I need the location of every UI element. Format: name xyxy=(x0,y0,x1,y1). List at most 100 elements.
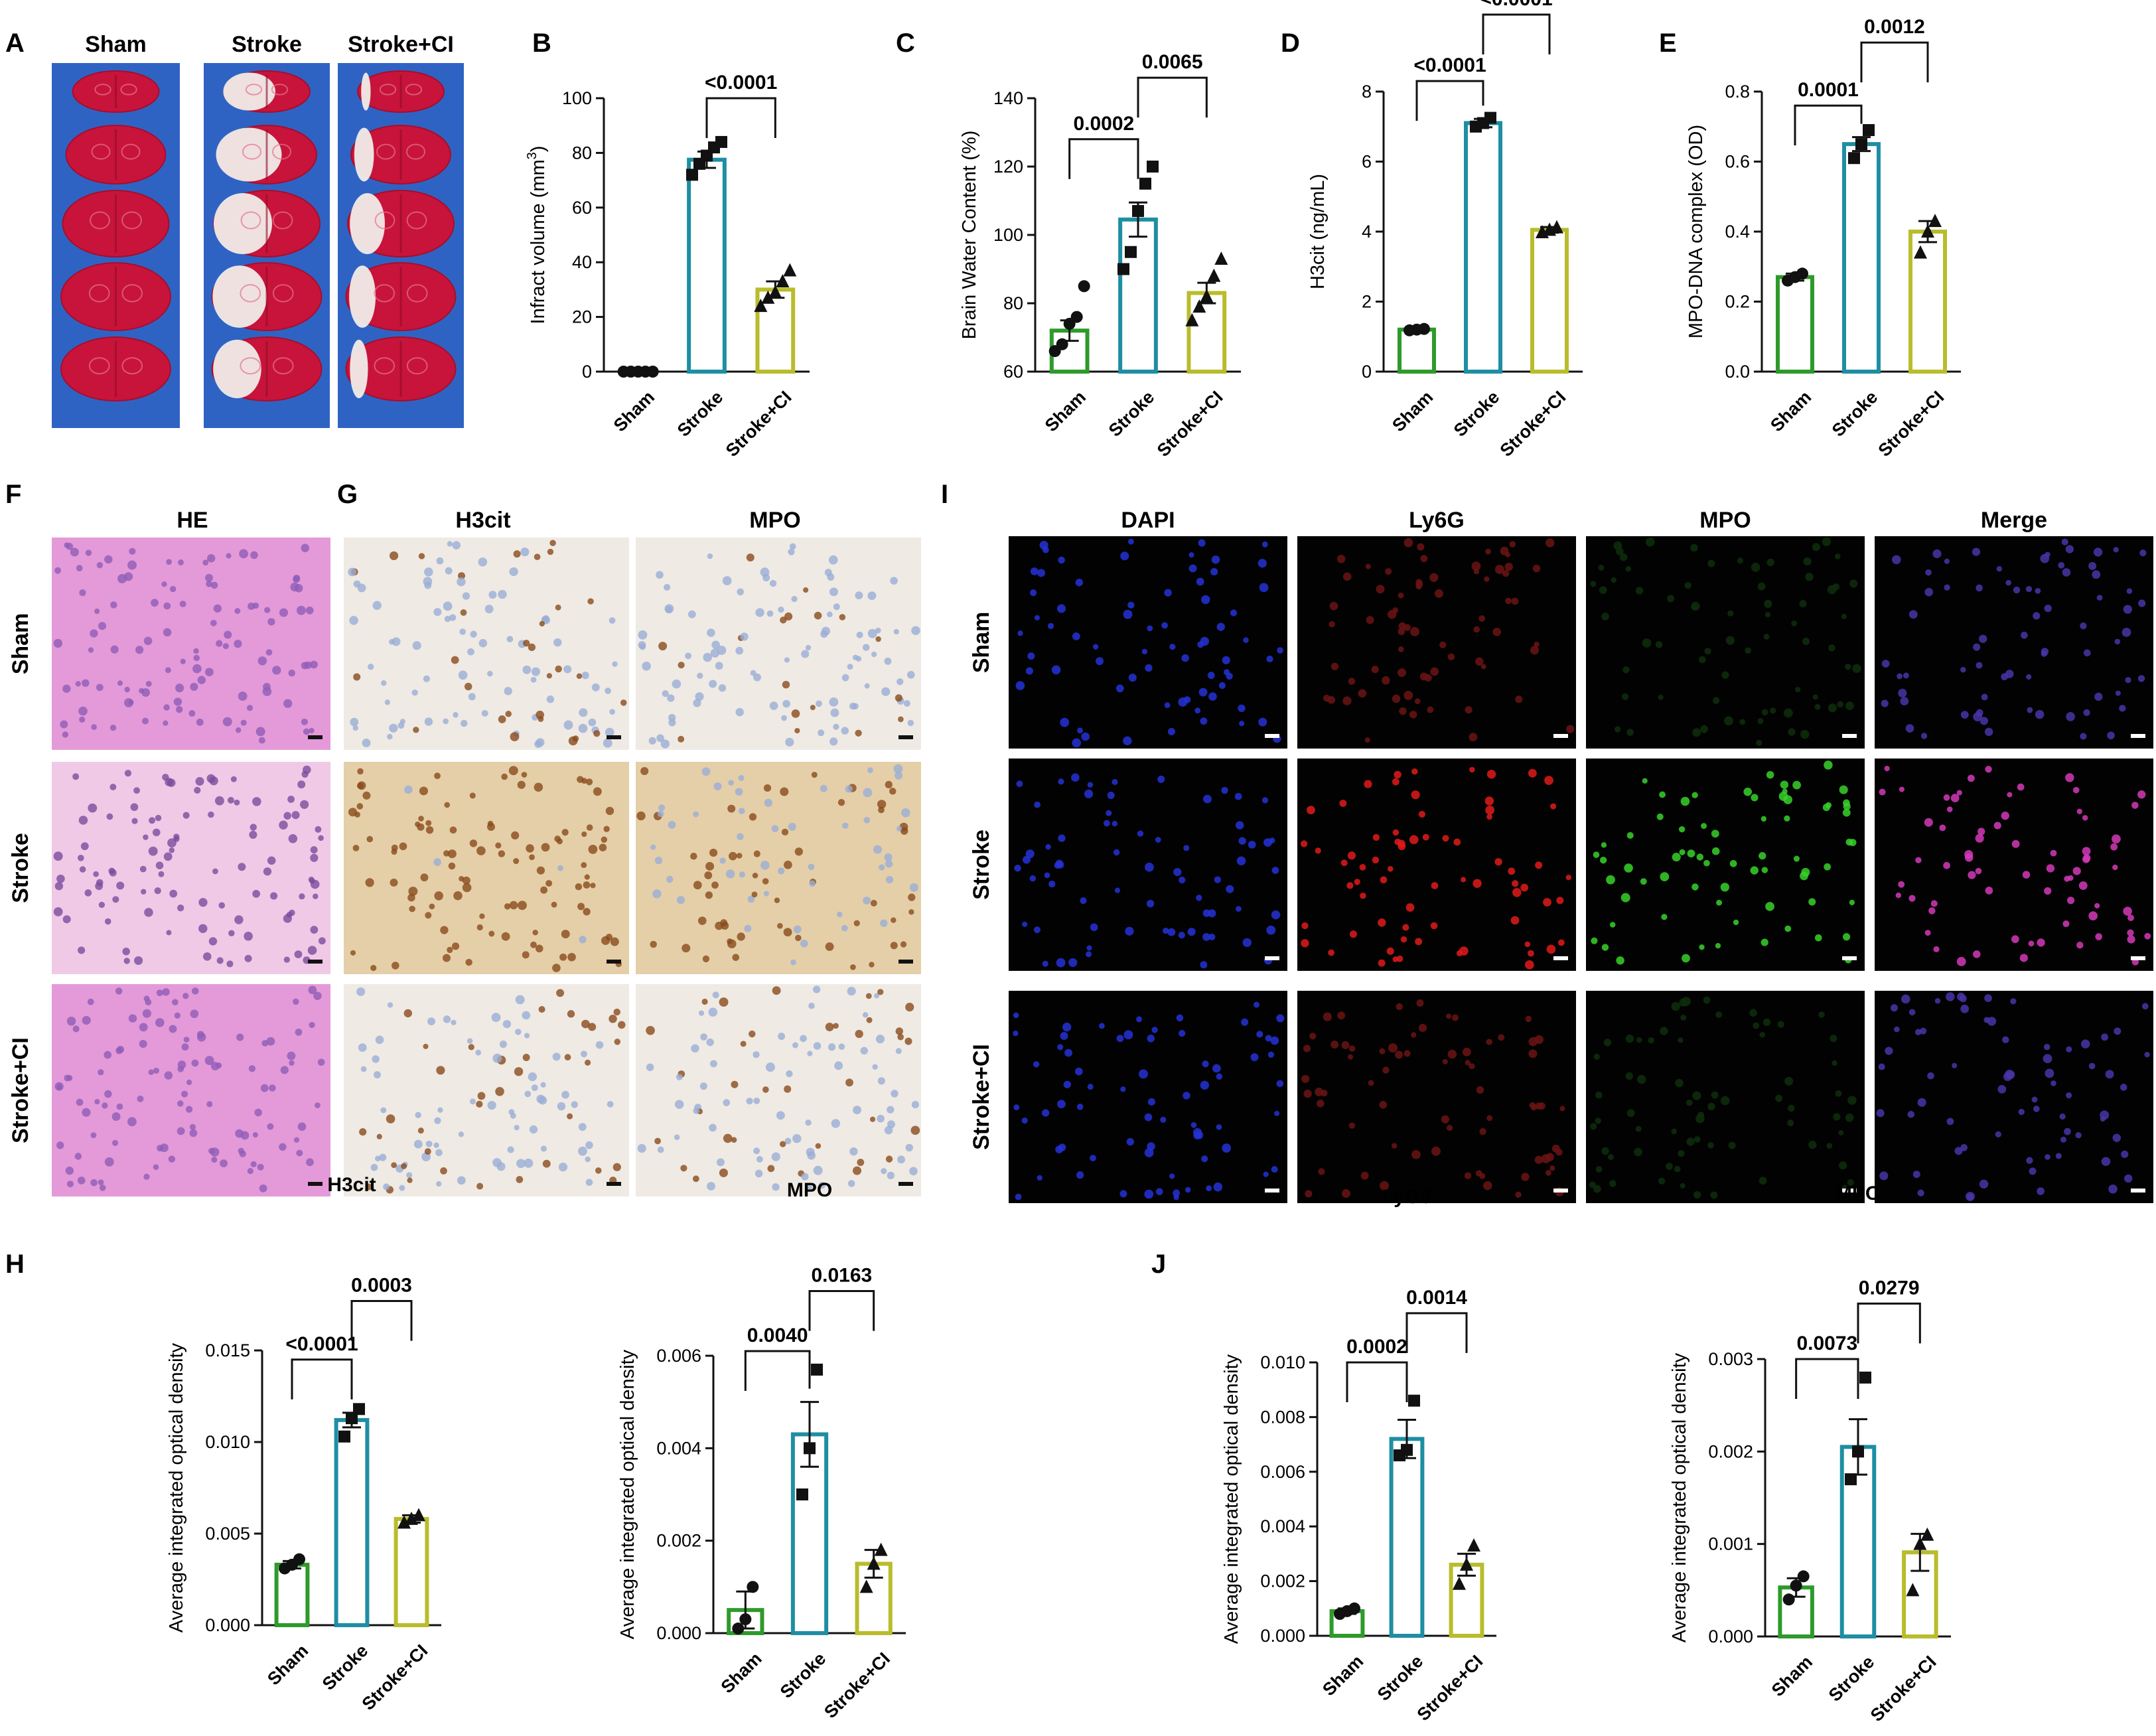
p-value-label: <0.0001 xyxy=(285,1333,358,1355)
cell-nucleus xyxy=(109,869,117,877)
cell-nucleus xyxy=(1098,1023,1105,1029)
cell-nucleus xyxy=(158,871,165,877)
cell-nucleus xyxy=(1973,643,1981,651)
panel-i-header-1: Ly6G xyxy=(1409,508,1465,533)
cell-nucleus xyxy=(2131,802,2139,809)
cell-nucleus xyxy=(1113,849,1120,856)
cell-nucleus xyxy=(1145,664,1153,672)
cell-nucleus xyxy=(1027,652,1035,660)
cell-nucleus xyxy=(1914,1029,1922,1035)
data-point xyxy=(412,1508,425,1522)
y-tick-label: 6 xyxy=(1362,152,1372,172)
cell-nucleus xyxy=(605,934,613,941)
cell-nucleus xyxy=(530,941,537,948)
cell-nucleus xyxy=(1058,834,1066,842)
cell-nucleus xyxy=(235,727,242,733)
cell-nucleus xyxy=(1757,718,1764,725)
cell-nucleus xyxy=(356,803,364,810)
cell-nucleus xyxy=(1415,579,1422,585)
cell-nucleus xyxy=(1060,1031,1068,1041)
cell-nucleus xyxy=(301,662,309,670)
cell-nucleus xyxy=(1924,930,1931,936)
cell-nucleus xyxy=(881,1168,887,1175)
cell-nucleus xyxy=(228,930,235,936)
cell-nucleus xyxy=(72,1025,80,1033)
cell-nucleus xyxy=(658,642,668,651)
cell-nucleus xyxy=(389,723,398,733)
cell-nucleus xyxy=(1976,662,1983,669)
cell-nucleus xyxy=(66,1181,74,1188)
cell-nucleus xyxy=(1015,681,1025,690)
cell-nucleus xyxy=(357,768,364,775)
cell-nucleus xyxy=(693,1107,700,1114)
cell-nucleus xyxy=(267,618,275,626)
cell-nucleus xyxy=(1847,1096,1857,1105)
cell-nucleus xyxy=(910,1125,920,1135)
cell-nucleus xyxy=(1621,693,1629,701)
cell-nucleus xyxy=(885,780,893,789)
significance-bracket xyxy=(1860,41,1929,83)
data-point xyxy=(1550,220,1563,234)
cell-nucleus xyxy=(299,893,305,900)
ly6g-image-2 xyxy=(1297,991,1576,1203)
cell-nucleus xyxy=(1635,1125,1642,1132)
cell-nucleus xyxy=(841,924,848,932)
cell-nucleus xyxy=(864,683,870,689)
cell-nucleus xyxy=(1698,656,1706,664)
ventricle xyxy=(379,84,397,96)
cell-nucleus xyxy=(504,687,512,695)
data-point xyxy=(715,135,727,148)
cell-nucleus xyxy=(487,670,493,677)
cell-nucleus xyxy=(148,846,158,856)
cell-nucleus xyxy=(1239,721,1245,727)
cell-nucleus xyxy=(1619,553,1628,561)
cell-nucleus xyxy=(1201,595,1210,605)
cell-nucleus xyxy=(1371,666,1379,674)
cell-nucleus xyxy=(794,727,800,734)
cell-nucleus xyxy=(2095,933,2103,940)
cell-nucleus xyxy=(1802,637,1810,646)
cell-nucleus xyxy=(135,646,144,654)
cell-nucleus xyxy=(884,657,892,665)
panel-g-header-0: H3cit xyxy=(455,508,510,533)
cell-nucleus xyxy=(586,824,593,831)
cell-nucleus xyxy=(154,887,161,895)
cell-nucleus xyxy=(811,772,818,778)
cell-nucleus xyxy=(2002,1036,2009,1044)
cell-nucleus xyxy=(693,881,702,890)
cell-nucleus xyxy=(2078,881,2088,890)
cell-nucleus xyxy=(1030,589,1037,597)
cell-nucleus xyxy=(1944,558,1950,564)
cell-nucleus xyxy=(94,608,100,615)
cell-nucleus xyxy=(443,601,453,611)
cell-nucleus xyxy=(1346,882,1354,889)
data-point xyxy=(1078,280,1090,293)
cell-nucleus xyxy=(1545,1153,1555,1161)
cell-nucleus xyxy=(2094,903,2100,908)
cell-nucleus xyxy=(665,606,673,614)
x-category-label: Stroke xyxy=(319,1640,372,1694)
cell-nucleus xyxy=(701,998,708,1005)
cell-nucleus xyxy=(2035,709,2045,719)
cell-nucleus xyxy=(1183,696,1191,703)
cell-nucleus xyxy=(1207,672,1215,680)
data-point xyxy=(1125,246,1137,258)
cell-nucleus xyxy=(711,881,719,889)
cell-nucleus xyxy=(433,858,441,866)
cell-nucleus xyxy=(1238,704,1246,713)
cell-nucleus xyxy=(1976,584,1983,592)
cell-nucleus xyxy=(636,811,646,821)
cell-nucleus xyxy=(2061,538,2068,545)
cell-nucleus xyxy=(614,1039,621,1045)
cell-nucleus xyxy=(528,643,536,651)
cell-nucleus xyxy=(699,1082,707,1090)
cell-nucleus xyxy=(476,846,486,855)
cell-nucleus xyxy=(155,861,164,869)
cell-nucleus xyxy=(1486,770,1496,779)
cell-nucleus xyxy=(53,638,63,648)
cell-nucleus xyxy=(784,1137,792,1145)
cell-nucleus xyxy=(577,903,585,910)
cell-nucleus xyxy=(740,632,749,641)
cell-nucleus xyxy=(867,591,877,601)
